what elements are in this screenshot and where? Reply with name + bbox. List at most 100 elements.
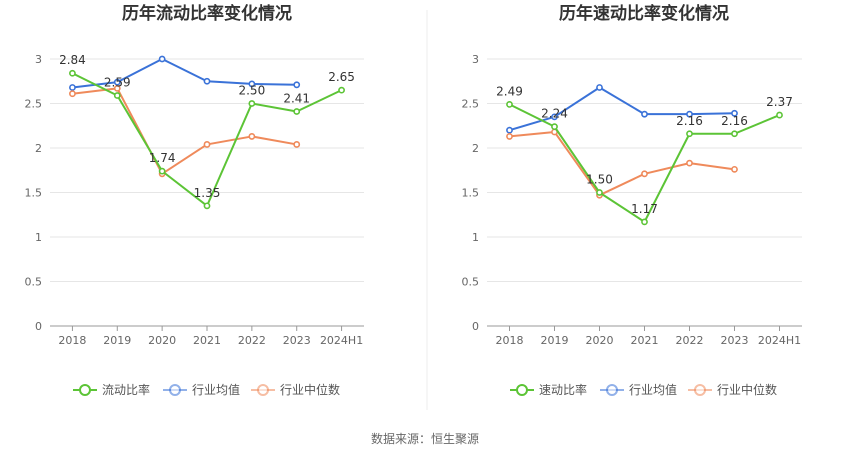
data-point[interactable] [506, 126, 513, 134]
legend-item-2[interactable]: 行业中位数 [688, 382, 777, 397]
quick-ratio-chart: 历年速动比率变化情况 0 0.5 1 1.5 2 2.5 3 2018 2019 2020 2021 2… [462, 3, 802, 397]
data-point[interactable] [506, 133, 513, 140]
data-label: 2.41 [283, 92, 310, 106]
data-point[interactable] [506, 100, 513, 108]
y-tick-label: 0.5 [462, 276, 480, 289]
data-point[interactable] [248, 80, 256, 88]
x-tick-label: 2020 [586, 334, 614, 347]
legend-item-0[interactable]: 流动比率 [73, 382, 150, 397]
data-point[interactable] [686, 130, 693, 138]
data-label: 1.50 [586, 173, 613, 187]
data-point[interactable] [113, 84, 121, 92]
data-label: 2.65 [328, 70, 355, 84]
data-point[interactable] [158, 55, 166, 63]
chart-title: 历年流动比率变化情况 [122, 3, 292, 24]
series-line-1 [72, 58, 297, 89]
data-point[interactable] [641, 218, 648, 226]
x-tick-label: 2023 [283, 334, 311, 347]
data-label: 1.17 [631, 202, 658, 216]
data-label: 2.37 [766, 95, 793, 109]
data-label: 2.84 [59, 53, 86, 67]
data-point[interactable] [338, 86, 345, 94]
data-label: 2.24 [541, 107, 568, 121]
data-point[interactable] [69, 84, 76, 91]
legend-label: 行业中位数 [280, 382, 340, 397]
data-point[interactable] [203, 202, 211, 210]
y-tick-label: 1.5 [462, 187, 480, 200]
legend-swatch-marker [257, 384, 269, 396]
y-tick-label: 2 [472, 142, 479, 155]
data-point[interactable] [776, 111, 783, 119]
x-tick-label: 2018 [58, 334, 86, 347]
data-label: 1.35 [194, 186, 221, 200]
data-point[interactable] [248, 100, 256, 107]
data-point[interactable] [641, 170, 648, 178]
data-point[interactable] [203, 141, 211, 148]
data-point[interactable] [248, 133, 256, 140]
series-line-2 [509, 130, 735, 197]
x-tick-label: 2020 [148, 334, 176, 347]
x-tick-label: 2024H1 [758, 334, 801, 347]
data-point[interactable] [731, 165, 738, 173]
data-point[interactable] [69, 69, 76, 77]
data-label: 2.49 [496, 84, 523, 98]
current-ratio-chart: 历年流动比率变化情况 0 0.5 1 1.5 2 2.5 3 2018 2019 2020 2021 2… [25, 3, 364, 397]
data-point[interactable] [731, 109, 738, 117]
legend-item-0[interactable]: 速动比率 [510, 382, 587, 397]
data-label: 1.74 [149, 151, 176, 165]
data-point[interactable] [158, 167, 166, 175]
data-label: 2.59 [104, 75, 131, 89]
data-label: 2.50 [238, 84, 265, 98]
legend-item-1[interactable]: 行业均值 [163, 382, 240, 397]
data-point[interactable] [731, 130, 738, 138]
data-point[interactable] [686, 110, 693, 118]
data-point[interactable] [113, 92, 121, 99]
x-tick-label: 2022 [238, 334, 266, 347]
data-point[interactable] [293, 81, 301, 89]
series-line-2 [72, 87, 297, 175]
y-tick-label: 3 [35, 53, 42, 66]
data-point[interactable] [596, 189, 603, 196]
y-tick-label: 0 [35, 320, 42, 333]
source-note: 数据来源：恒生聚源 [371, 431, 479, 446]
data-point[interactable] [69, 90, 76, 98]
x-tick-label: 2018 [496, 334, 524, 347]
y-tick-label: 0 [472, 320, 479, 333]
legend-swatch-marker [169, 384, 181, 396]
y-tick-label: 2.5 [462, 98, 480, 111]
legend-swatch-marker [694, 384, 706, 396]
data-point[interactable] [641, 110, 648, 118]
data-point[interactable] [293, 141, 301, 148]
legend-swatch-marker [606, 384, 618, 396]
x-tick-label: 2024H1 [320, 334, 363, 347]
legend-label: 行业均值 [192, 382, 240, 397]
legend-swatch-marker [516, 384, 528, 396]
y-tick-label: 1 [472, 231, 479, 244]
data-point[interactable] [203, 77, 211, 85]
data-point[interactable] [551, 113, 558, 121]
data-point[interactable] [596, 84, 603, 91]
y-tick-label: 1 [35, 231, 42, 244]
data-point[interactable] [293, 108, 301, 115]
legend-swatch-marker [79, 384, 91, 396]
legend-label: 行业中位数 [717, 382, 777, 397]
y-tick-label: 3 [472, 53, 479, 66]
x-tick-label: 2019 [541, 334, 569, 347]
data-point[interactable] [551, 123, 558, 131]
y-tick-label: 0.5 [25, 276, 43, 289]
legend-label: 速动比率 [539, 382, 587, 397]
legend-label: 流动比率 [102, 382, 150, 397]
data-point[interactable] [113, 78, 121, 86]
y-tick-label: 2 [35, 142, 42, 155]
x-tick-label: 2019 [103, 334, 131, 347]
y-tick-label: 1.5 [25, 187, 43, 200]
series-line-1 [509, 86, 735, 132]
x-tick-label: 2023 [721, 334, 749, 347]
y-tick-label: 2.5 [25, 98, 43, 111]
legend-item-2[interactable]: 行业中位数 [251, 382, 340, 397]
legend-item-1[interactable]: 行业均值 [600, 382, 677, 397]
chart-title: 历年速动比率变化情况 [559, 3, 729, 24]
data-label: 2.16 [721, 114, 748, 128]
data-point[interactable] [686, 159, 693, 167]
